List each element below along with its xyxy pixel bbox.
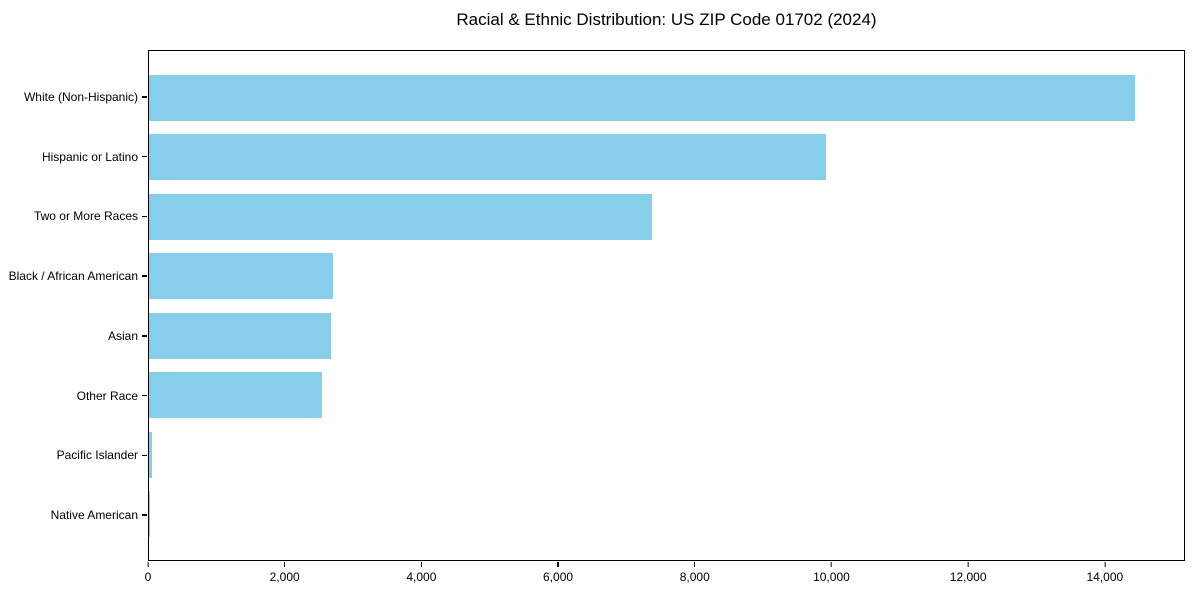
x-axis-tick: 0 xyxy=(144,562,152,584)
x-tick-label: 14,000 xyxy=(1086,570,1124,584)
bar xyxy=(149,491,151,538)
x-tick-label: 2,000 xyxy=(269,570,300,584)
x-tick-mark xyxy=(557,562,559,567)
x-tick-label: 8,000 xyxy=(679,570,710,584)
y-tick-mark xyxy=(142,454,147,457)
x-axis-tick: 4,000 xyxy=(406,562,436,584)
y-label-row: Asian xyxy=(0,306,147,366)
y-tick-mark xyxy=(142,394,147,397)
bar-row xyxy=(149,425,1184,485)
y-tick-mark xyxy=(142,155,147,158)
x-axis-tick: 12,000 xyxy=(949,562,987,584)
bar xyxy=(149,431,153,478)
y-axis-label: Hispanic or Latino xyxy=(41,149,138,164)
bar xyxy=(149,134,827,181)
x-axis-tick: 8,000 xyxy=(680,562,710,584)
y-tick-mark xyxy=(142,215,147,218)
y-tick-mark xyxy=(142,335,147,337)
bar xyxy=(149,74,1135,121)
y-label-row: Two or More Races xyxy=(0,187,147,247)
y-label-row: Black / African American xyxy=(0,246,147,306)
plot-area xyxy=(148,50,1185,561)
chart-title: Racial & Ethnic Distribution: US ZIP Cod… xyxy=(456,10,877,29)
y-label-row: Native American xyxy=(0,485,147,545)
y-tick-mark xyxy=(142,514,147,516)
plot-rows xyxy=(149,51,1184,560)
bar xyxy=(149,312,332,359)
x-axis-tick: 10,000 xyxy=(813,562,850,584)
x-tick-label: 12,000 xyxy=(949,570,987,584)
y-label-row: White (Non-Hispanic) xyxy=(0,67,147,127)
y-label-row: Pacific Islander xyxy=(0,426,147,486)
y-tick-mark xyxy=(142,96,147,98)
x-tick-label: 10,000 xyxy=(813,570,850,584)
x-tick-mark xyxy=(967,562,969,567)
y-axis-label: Native American xyxy=(50,508,138,523)
x-tick-label: 4,000 xyxy=(406,570,437,584)
bar-row xyxy=(149,128,1184,188)
bar-row xyxy=(149,68,1184,128)
bar-row xyxy=(149,306,1184,366)
x-axis: 0 2,000 4,000 6,000 8,000 10,000 12,000 14,000 xyxy=(144,562,1185,592)
bar-row xyxy=(149,247,1184,307)
x-axis-tick: 6,000 xyxy=(543,562,573,584)
x-axis-tick: 14,000 xyxy=(1086,562,1123,584)
y-axis-label: White (Non-Hispanic) xyxy=(23,89,138,104)
x-tick-mark xyxy=(284,562,286,567)
bar-row xyxy=(149,485,1184,545)
y-axis-label: Two or More Races xyxy=(33,209,138,224)
y-label-row: Hispanic or Latino xyxy=(0,127,147,187)
bar xyxy=(149,193,652,240)
x-tick-mark xyxy=(1104,562,1106,567)
y-axis-label: Other Race xyxy=(76,388,138,403)
y-label-row: Other Race xyxy=(0,366,147,426)
x-tick-mark xyxy=(830,562,833,567)
x-tick-label: 6,000 xyxy=(543,570,574,584)
y-tick-mark xyxy=(142,275,147,277)
x-tick-mark xyxy=(694,562,696,567)
y-axis-label: Asian xyxy=(107,328,138,343)
bar-row xyxy=(149,366,1184,426)
y-axis-label: Pacific Islander xyxy=(56,448,138,463)
bar xyxy=(149,372,322,419)
x-tick-mark xyxy=(420,562,423,567)
x-tick-label: 0 xyxy=(144,570,152,584)
x-tick-mark xyxy=(147,562,149,567)
y-axis-labels: White (Non-Hispanic) Hispanic or Latino Tw… xyxy=(0,50,147,561)
bar-row xyxy=(149,187,1184,247)
bar xyxy=(149,253,334,300)
y-axis-label: Black / African American xyxy=(8,269,138,284)
x-axis-tick: 2,000 xyxy=(270,562,300,584)
